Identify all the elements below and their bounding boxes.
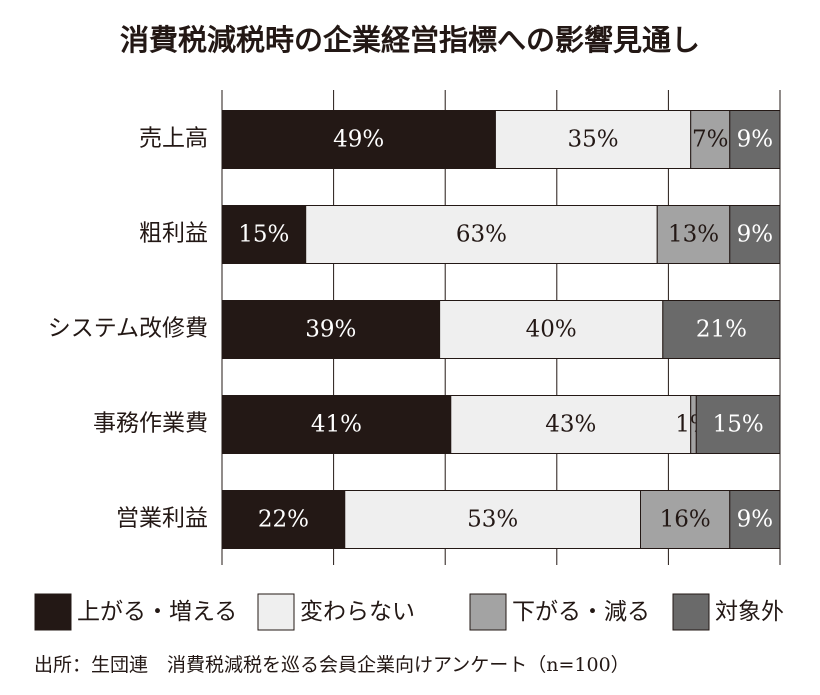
y-tick-label: 粗利益	[139, 221, 208, 247]
bar-segment	[221, 110, 496, 169]
data-label: 9%	[737, 222, 774, 248]
legend-label: 変わらない	[300, 599, 415, 625]
bar-segment	[221, 205, 307, 264]
legend-swatch	[469, 593, 507, 631]
bar-segment	[729, 110, 781, 169]
data-label: 13%	[668, 222, 719, 248]
data-label: 16%	[660, 507, 711, 533]
y-tick-label: 営業利益	[116, 506, 208, 532]
bar-segment	[221, 490, 346, 549]
legend-swatch	[257, 593, 295, 631]
data-label: 39%	[305, 317, 356, 343]
bar-segment	[729, 205, 781, 264]
bar-segment	[695, 395, 781, 454]
bar-segment	[450, 395, 692, 454]
data-label: 49%	[333, 127, 384, 153]
bar-segment	[729, 490, 781, 549]
data-label: 63%	[456, 222, 507, 248]
legend-label: 下がる・減る	[512, 599, 650, 625]
y-tick-label: システム改修費	[48, 316, 208, 342]
y-tick-label: 事務作業費	[93, 411, 208, 437]
data-label: 9%	[737, 507, 774, 533]
data-label: 9%	[737, 127, 774, 153]
bar-segment	[221, 395, 452, 454]
data-label: 15%	[713, 412, 764, 438]
legend-swatch	[34, 593, 72, 631]
data-label: 15%	[238, 222, 289, 248]
bar-segment	[221, 300, 441, 359]
legend-label: 対象外	[715, 599, 784, 625]
data-label: 40%	[526, 317, 577, 343]
legend-swatch	[672, 593, 710, 631]
data-label: 22%	[258, 507, 309, 533]
data-label: 41%	[311, 412, 362, 438]
bar-segment	[656, 205, 731, 264]
source-note: 出所：生団連 消費税減税を巡る会員企業向けアンケート（n=100）	[34, 654, 630, 676]
data-label: 53%	[467, 507, 518, 533]
bar-segment	[344, 490, 641, 549]
data-label: 21%	[696, 317, 747, 343]
legend-label: 上がる・増える	[77, 599, 237, 625]
y-tick-label: 売上高	[139, 126, 208, 152]
chart-title: 消費税減税時の企業経営指標への影響見通し	[120, 23, 700, 57]
data-label: 43%	[545, 412, 596, 438]
bar-segment	[305, 205, 658, 264]
data-label: 35%	[568, 127, 619, 153]
bar-segment	[439, 300, 664, 359]
bar-segment	[662, 300, 781, 359]
data-label: 7%	[692, 127, 729, 153]
